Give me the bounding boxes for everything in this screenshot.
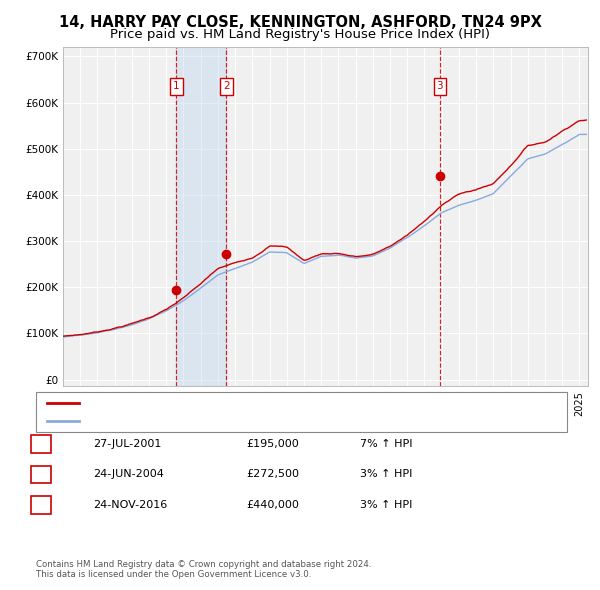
Text: 27-JUL-2001: 27-JUL-2001: [93, 439, 161, 448]
Text: 1: 1: [173, 81, 179, 91]
Bar: [176, 47, 226, 386]
Text: 3% ↑ HPI: 3% ↑ HPI: [360, 500, 412, 510]
Text: £272,500: £272,500: [246, 470, 299, 479]
Text: 7% ↑ HPI: 7% ↑ HPI: [360, 439, 413, 448]
Text: 14, HARRY PAY CLOSE, KENNINGTON, ASHFORD, TN24 9PX: 14, HARRY PAY CLOSE, KENNINGTON, ASHFORD…: [59, 15, 541, 30]
Text: 3: 3: [37, 500, 44, 510]
Text: Price paid vs. HM Land Registry's House Price Index (HPI): Price paid vs. HM Land Registry's House …: [110, 28, 490, 41]
Text: £195,000: £195,000: [246, 439, 299, 448]
Text: 14, HARRY PAY CLOSE, KENNINGTON, ASHFORD, TN24 9PX (detached house): 14, HARRY PAY CLOSE, KENNINGTON, ASHFORD…: [85, 398, 467, 408]
Text: £440,000: £440,000: [246, 500, 299, 510]
Text: 3% ↑ HPI: 3% ↑ HPI: [360, 470, 412, 479]
Text: Contains HM Land Registry data © Crown copyright and database right 2024.
This d: Contains HM Land Registry data © Crown c…: [36, 560, 371, 579]
Text: 3: 3: [437, 81, 443, 91]
Text: 24-NOV-2016: 24-NOV-2016: [93, 500, 167, 510]
Text: 1: 1: [37, 439, 44, 448]
Text: HPI: Average price, detached house, Ashford: HPI: Average price, detached house, Ashf…: [85, 417, 308, 427]
Text: 24-JUN-2004: 24-JUN-2004: [93, 470, 164, 479]
Text: 2: 2: [223, 81, 229, 91]
Text: 2: 2: [37, 470, 44, 479]
